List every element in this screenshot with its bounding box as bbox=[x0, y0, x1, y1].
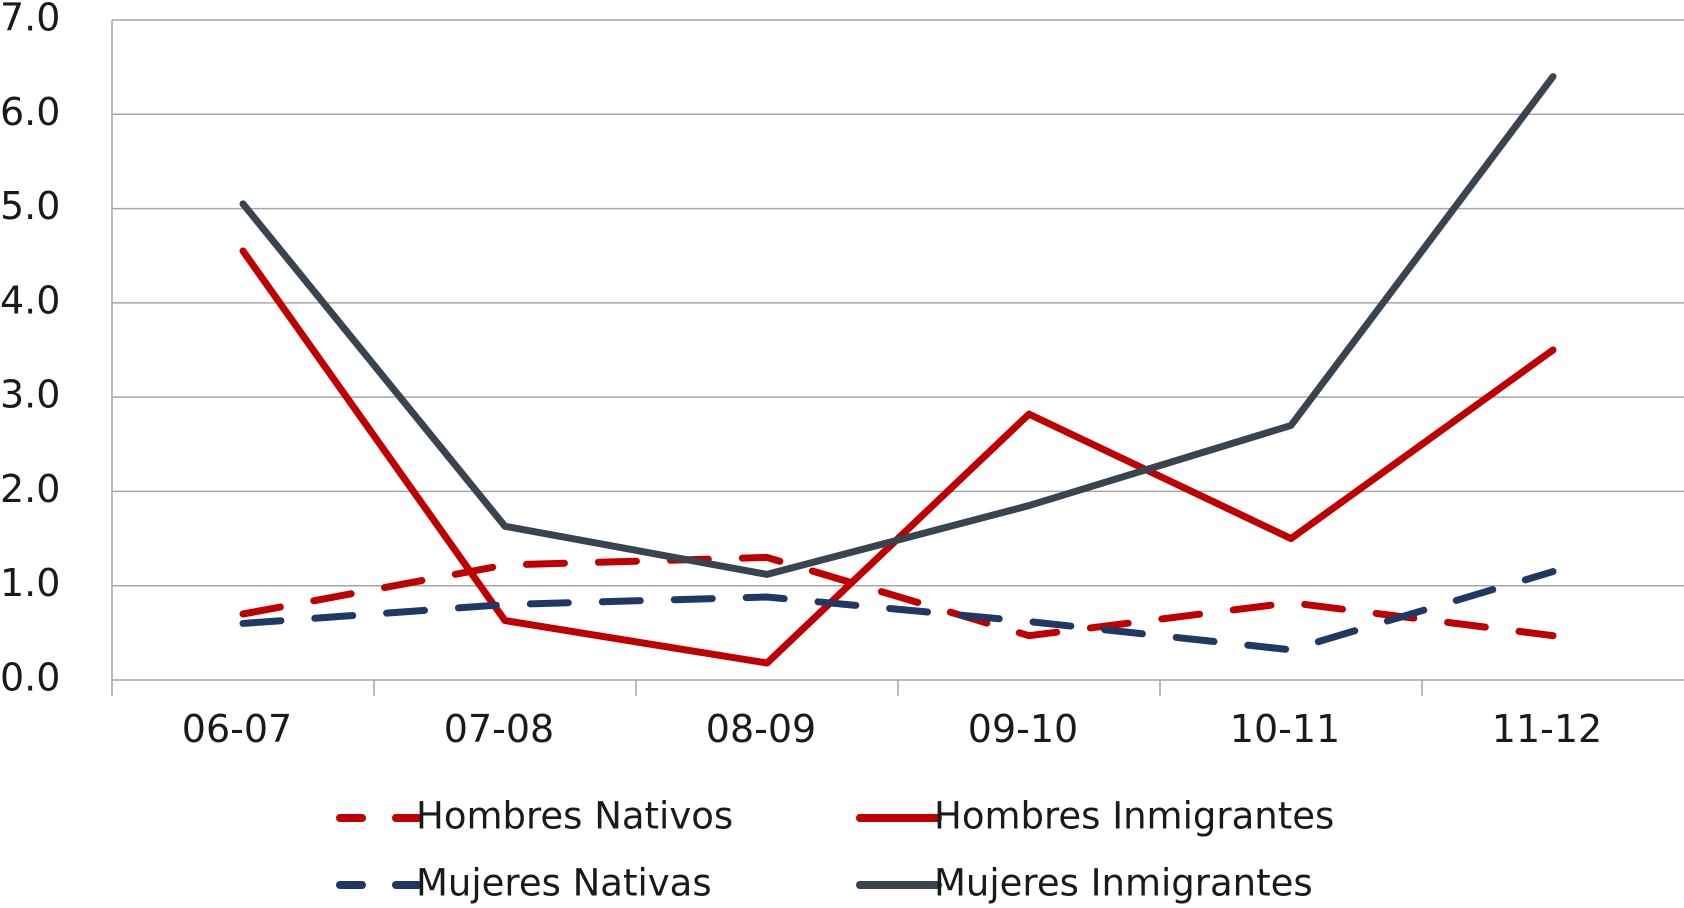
x-tick-label: 10-11 bbox=[1230, 707, 1340, 751]
x-tick-label: 06-07 bbox=[182, 707, 292, 751]
legend-label: Hombres Nativos bbox=[416, 795, 733, 838]
legend-entry: Hombres Inmigrantes bbox=[856, 795, 1334, 838]
x-tick-label: 11-12 bbox=[1492, 707, 1602, 751]
x-tick-label: 08-09 bbox=[706, 707, 816, 751]
y-tick-label: 7.0 bbox=[0, 0, 60, 40]
axes: 0.0 1.0 2.0 3.0 4.0 5.0 6.0 7.0 06-07 07-08 08-09 0… bbox=[0, 0, 1684, 751]
legend-entry: Mujeres Inmigrantes bbox=[856, 862, 1313, 905]
series-lines bbox=[239, 73, 1557, 667]
series-line-mujeres-inmigrantes bbox=[239, 73, 1557, 578]
x-tick-label: 07-08 bbox=[444, 707, 554, 751]
legend-entry: Hombres Nativos bbox=[336, 795, 733, 838]
y-tick-label: 5.0 bbox=[0, 184, 60, 228]
y-tick-label: 4.0 bbox=[0, 278, 60, 322]
y-tick-label: 3.0 bbox=[0, 373, 60, 417]
legend-entry: Mujeres Nativas bbox=[336, 862, 712, 905]
y-tick-label: 0.0 bbox=[0, 656, 60, 700]
x-tick-label: 09-10 bbox=[968, 707, 1078, 751]
legend-label: Mujeres Inmigrantes bbox=[934, 862, 1313, 905]
series-line-hombres-inmigrantes bbox=[239, 247, 1557, 667]
y-tick-label: 1.0 bbox=[0, 561, 60, 605]
y-tick-label: 2.0 bbox=[0, 467, 60, 511]
legend-label: Mujeres Nativas bbox=[416, 862, 712, 905]
legend-label: Hombres Inmigrantes bbox=[934, 795, 1334, 838]
series-line-mujeres-nativas bbox=[239, 568, 1557, 654]
y-tick-label: 6.0 bbox=[0, 90, 60, 134]
legend: Hombres Nativos Hombres Inmigrantes Mujere… bbox=[336, 795, 1334, 905]
series-line-hombres-nativos bbox=[239, 553, 1557, 640]
gridlines bbox=[112, 19, 1684, 587]
